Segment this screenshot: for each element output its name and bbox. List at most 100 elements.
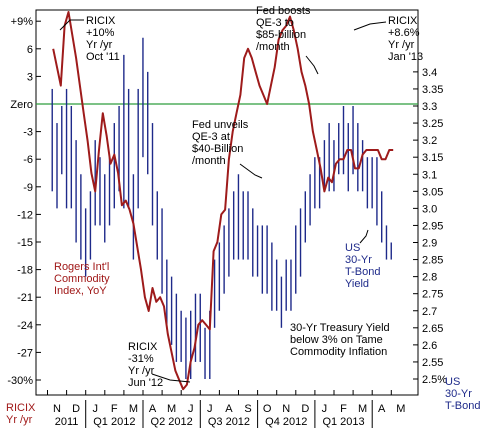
- ann-ricix-jan13-pointer: [353, 21, 387, 31]
- left-tick-label-2: 3: [27, 71, 33, 83]
- left-tick-label-11: -24: [17, 320, 33, 332]
- left-tick-label-1: 6: [27, 44, 33, 56]
- left-tick-label-9: -18: [17, 265, 33, 277]
- month-label-14: J: [322, 403, 328, 415]
- month-label-6: M: [167, 403, 176, 415]
- bottom-right-label-line-2: T-Bond: [445, 400, 480, 412]
- quarter-label-5: Q1 2013: [322, 416, 364, 428]
- ann-ricix-jan13-line-1: +8.6%: [388, 27, 420, 39]
- quarter-label-2: Q2 2012: [151, 416, 193, 428]
- quarter-label-3: Q3 2012: [208, 416, 250, 428]
- left-tick-label-4: -3: [23, 127, 33, 139]
- ann-ricix-oct11-line-2: Yr /yr: [86, 39, 113, 51]
- left-tick-label-6: -9: [23, 182, 33, 194]
- bottom-right-label-line-0: US: [445, 376, 460, 388]
- right-tick-label-13: 2.75: [422, 289, 443, 301]
- month-label-15: F: [340, 403, 347, 415]
- ricix-series: [52, 11, 394, 391]
- right-tick-label-16: 2.6: [422, 340, 437, 352]
- left-axis-ticks: +9% 6 3 Zero -3 -6 -9 -12 -15 -18 -21 -24 -27 -30%: [7, 16, 41, 387]
- ann-ricix-jun12-line-2: Yr /yr: [128, 365, 155, 377]
- right-tick-label-12: 2.8: [422, 272, 437, 284]
- left-tick-label-12: -27: [17, 347, 33, 359]
- ann-ricix-jun12-line-3: Jun '12: [128, 377, 163, 389]
- ann-qe3-line-3: /month: [192, 155, 226, 167]
- right-tick-label-1: 3.35: [422, 84, 443, 96]
- right-tick-label-7: 3.05: [422, 186, 443, 198]
- ann-qe3-line-2: $40-Billion: [192, 143, 243, 155]
- ricix-line: [52, 11, 394, 391]
- quarter-label-1: Q1 2012: [93, 416, 135, 428]
- month-label-1: D: [72, 403, 80, 415]
- ann-ricix-jan13-line-2: Yr /yr: [388, 39, 415, 51]
- month-label-3: F: [111, 403, 118, 415]
- left-tick-label-5: -6: [23, 154, 33, 166]
- ann-title-line-1: below 3% on Tame: [290, 334, 383, 346]
- ann-bond-line-3: Yield: [345, 278, 369, 290]
- bottom-left-label-line-1: Yr /yr: [6, 414, 33, 426]
- ann-qe3b-line-2: $85-billion: [256, 29, 306, 41]
- right-tick-label-9: 2.95: [422, 220, 443, 232]
- month-label-4: M: [129, 403, 138, 415]
- ann-title-line-0: 30-Yr Treasury Yield: [290, 322, 390, 334]
- ann-ricix-oct11-line-0: RICIX: [86, 15, 116, 27]
- month-label-7: J: [188, 403, 194, 415]
- ann-qe3b-line-0: Fed boosts: [256, 5, 311, 17]
- ann-ricix-series-line-1: Commodity: [54, 273, 110, 285]
- quarter-label-4: Q4 2012: [265, 416, 307, 428]
- right-tick-label-5: 3.15: [422, 152, 443, 164]
- ann-bond-line-2: T-Bond: [345, 266, 380, 278]
- month-label-13: D: [301, 403, 309, 415]
- ann-ricix-jan13-line-3: Jan '13: [388, 51, 423, 63]
- ann-ricix-jun12-line-1: -31%: [128, 353, 154, 365]
- ann-ricix-series-line-2: Index, YoY: [54, 285, 107, 297]
- month-label-8: J: [207, 403, 213, 415]
- right-tick-label-17: 2.55: [422, 357, 443, 369]
- month-label-10: S: [244, 403, 251, 415]
- left-tick-label-7: -12: [17, 209, 33, 221]
- right-tick-label-0: 3.4: [422, 67, 437, 79]
- ann-ricix-oct11-line-3: Oct '11: [86, 51, 120, 63]
- left-tick-label-13: -30%: [7, 375, 33, 387]
- month-label-9: A: [225, 403, 233, 415]
- month-label-16: M: [358, 403, 367, 415]
- left-tick-label-3: Zero: [10, 99, 33, 111]
- right-tick-label-2: 3.3: [422, 101, 437, 113]
- month-label-0: N: [53, 403, 61, 415]
- quarter-label-0: 2011: [55, 416, 79, 428]
- bottom-right-label-line-1: 30-Yr: [445, 388, 472, 400]
- ann-title-line-2: Commodity Inflation: [290, 346, 387, 358]
- ann-qe3b-pointer: [305, 55, 319, 75]
- month-label-2: J: [92, 403, 98, 415]
- ann-qe3b-line-1: QE-3 to: [256, 17, 294, 29]
- right-tick-label-14: 2.7: [422, 306, 437, 318]
- ann-ricix-oct11-line-1: +10%: [86, 27, 115, 39]
- right-tick-label-11: 2.85: [422, 255, 443, 267]
- left-tick-label-8: -15: [17, 237, 33, 249]
- right-tick-label-3: 3.25: [422, 118, 443, 130]
- right-tick-label-18: 2.5%: [422, 374, 447, 386]
- ann-qe3-pointer: [239, 163, 263, 179]
- ann-ricix-jun12-pointer: [151, 373, 191, 383]
- ann-bond-line-1: 30-Yr: [345, 254, 372, 266]
- month-label-18: M: [396, 403, 405, 415]
- left-tick-label-0: +9%: [11, 16, 34, 28]
- left-tick-label-10: -21: [17, 292, 33, 304]
- ann-qe3-line-1: QE-3 at: [192, 131, 230, 143]
- bond-yield-series: [51, 37, 392, 379]
- ann-ricix-jan13-line-0: RICIX: [388, 15, 418, 27]
- right-tick-label-10: 2.9: [422, 238, 437, 250]
- bottom-left-label-line-0: RICIX: [6, 402, 36, 414]
- ann-bond-pointer: [359, 229, 369, 244]
- right-tick-label-8: 3.0: [422, 203, 437, 215]
- ann-ricix-oct11-pointer: [59, 19, 84, 31]
- right-tick-label-6: 3.1: [422, 169, 437, 181]
- month-label-11: O: [263, 403, 272, 415]
- ann-ricix-jun12-line-0: RICIX: [128, 341, 158, 353]
- right-axis-ticks: 3.4 3.35 3.3 3.25 3.2 3.15 3.1 3.05 3.0 2.95 2.9 2.…: [413, 67, 447, 386]
- ann-qe3b-line-3: /month: [256, 41, 290, 53]
